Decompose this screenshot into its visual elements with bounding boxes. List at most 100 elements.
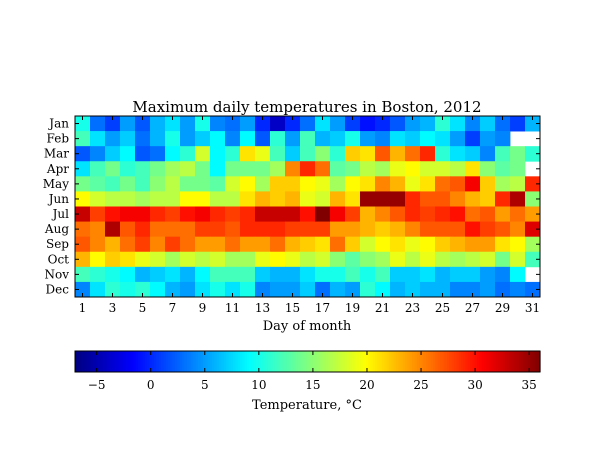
heatmap-cell [90, 236, 106, 253]
heatmap-cell [495, 251, 511, 268]
day-tick-label: 11 [225, 301, 240, 315]
colorbar-segment [428, 351, 432, 372]
heatmap-cell [135, 131, 151, 147]
colorbar-segment [330, 351, 334, 372]
heatmap-cell [510, 236, 526, 253]
heatmap-cell [90, 161, 106, 177]
day-tick-label: 9 [199, 301, 207, 315]
heatmap-cell [90, 266, 106, 283]
colorbar-segment [279, 351, 283, 372]
heatmap-cell [375, 236, 391, 253]
heatmap-cell [210, 176, 226, 192]
heatmap-cell [315, 266, 331, 283]
heatmap-cell [480, 281, 496, 298]
colorbar-segment [423, 351, 427, 372]
heatmap-cell [105, 176, 121, 192]
colorbar-tick-label: 5 [201, 378, 209, 392]
heatmap-cell [135, 206, 151, 222]
heatmap-cell [480, 236, 496, 253]
colorbar-segment [75, 351, 78, 372]
heatmap-cell [315, 221, 331, 238]
heatmap-cell [480, 251, 496, 268]
colorbar-segment [191, 351, 195, 372]
heatmap-cell [300, 221, 316, 238]
colorbar-segment [465, 351, 469, 372]
heatmap-cell [465, 236, 481, 253]
heatmap-cell [75, 146, 91, 162]
heatmap-cell [240, 251, 256, 268]
colorbar-segment [119, 351, 123, 372]
heatmap-cell [285, 206, 301, 222]
heatmap-cell [405, 251, 421, 268]
heatmap-cell [210, 236, 226, 253]
heatmap-cell [435, 161, 451, 177]
heatmap-cell [285, 281, 301, 298]
heatmap-cell [165, 116, 181, 132]
colorbar-segment [363, 351, 367, 372]
colorbar-segment [365, 351, 369, 372]
heatmap-cell [135, 176, 151, 192]
colorbar-segment [430, 351, 434, 372]
heatmap-cell [180, 251, 196, 268]
colorbar-segment [244, 351, 248, 372]
colorbar-segment [230, 351, 234, 372]
month-label: May [43, 177, 69, 191]
colorbar-segment [530, 351, 534, 372]
heatmap-cell [360, 161, 376, 177]
heatmap-cell [75, 266, 91, 283]
colorbar-segment [444, 351, 448, 372]
heatmap-cell [330, 131, 346, 147]
colorbar-segment [377, 351, 381, 372]
heatmap-cell [510, 116, 526, 132]
heatmap-cell [510, 251, 526, 268]
heatmap-cell [105, 206, 121, 222]
colorbar-segment [133, 351, 137, 372]
heatmap-cell [150, 191, 166, 207]
heatmap-cell [345, 221, 361, 238]
colorbar-segment [79, 351, 83, 372]
colorbar-segment [456, 351, 460, 372]
colorbar-segment [202, 351, 206, 372]
heatmap-cell [240, 116, 256, 132]
colorbar-segment [412, 351, 416, 372]
heatmap-cell [300, 131, 316, 147]
heatmap-cell [300, 176, 316, 192]
heatmap-cell [285, 266, 301, 283]
heatmap-cell [330, 221, 346, 238]
heatmap-cell [315, 236, 331, 253]
colorbar-tick-label: −5 [88, 378, 106, 392]
colorbar-segment [235, 351, 239, 372]
day-tick-label: 13 [255, 301, 270, 315]
heatmap-cell [510, 161, 526, 177]
colorbar-segment [419, 351, 423, 372]
colorbar-segment [316, 351, 320, 372]
colorbar-segment [288, 351, 292, 372]
heatmap-cell [375, 206, 391, 222]
colorbar-segment [437, 351, 441, 372]
heatmap-cell [75, 131, 91, 147]
colorbar-segment [433, 351, 436, 372]
heatmap-cell [390, 281, 406, 298]
heatmap-cell [255, 236, 271, 253]
heatmap-cell [345, 191, 361, 207]
day-tick-label: 21 [375, 301, 390, 315]
heatmap-cell [495, 266, 511, 283]
heatmap-cell [405, 221, 421, 238]
colorbar-segment [226, 351, 230, 372]
heatmap-cell [255, 176, 271, 192]
heatmap-cell [120, 236, 136, 253]
heatmap-cell [480, 131, 496, 147]
colorbar-segment [144, 351, 148, 372]
heatmap-cell [75, 281, 91, 298]
day-tick-label: 15 [285, 301, 300, 315]
colorbar-segment [326, 351, 330, 372]
colorbar-segment [460, 351, 464, 372]
heatmap-cell [495, 161, 511, 177]
heatmap-cell [75, 161, 91, 177]
heatmap-cell [270, 146, 286, 162]
heatmap-cell [330, 191, 346, 207]
month-label: Oct [48, 252, 70, 266]
colorbar-segment [507, 351, 511, 372]
heatmap-cell [240, 161, 256, 177]
colorbar-segment [223, 351, 227, 372]
